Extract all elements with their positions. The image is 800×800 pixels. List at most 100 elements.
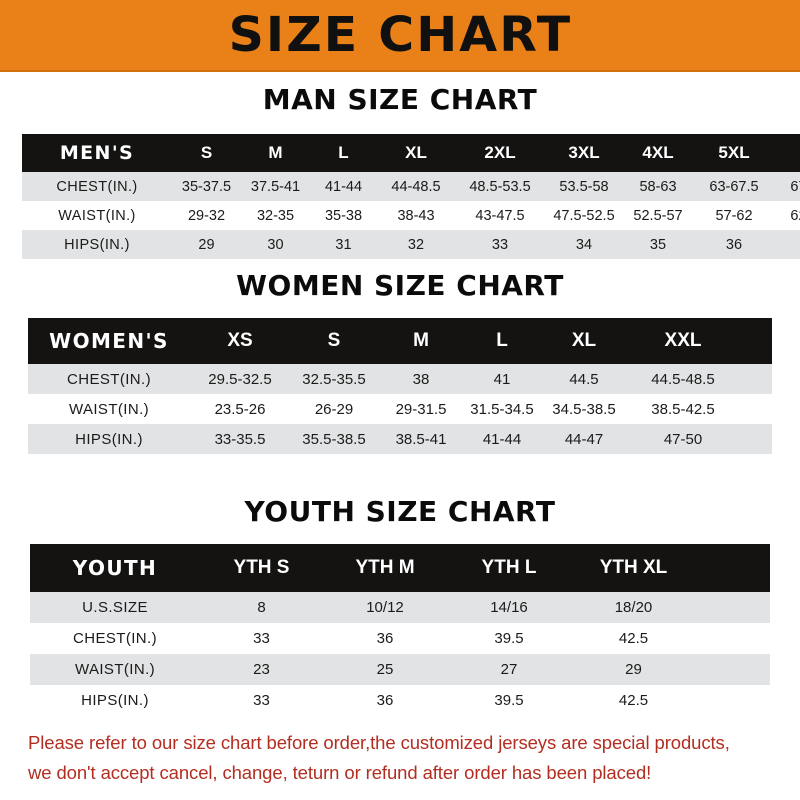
youth-header-col-0: YTH S bbox=[233, 557, 290, 578]
youth-cell-3-3: 42.5 bbox=[618, 692, 649, 709]
man-cell-1-0: 29-32 bbox=[187, 207, 226, 224]
youth-cell-0-3: 18/20 bbox=[614, 599, 653, 616]
man-header-col-4: 2XL bbox=[484, 143, 516, 162]
youth-header-col-1: YTH M bbox=[355, 557, 415, 578]
youth-row-1-label: CHEST(IN.) bbox=[73, 630, 157, 647]
youth-header-label: YOUTH bbox=[72, 556, 158, 580]
man-header-col-0: S bbox=[200, 143, 213, 162]
women-cell-2-6 bbox=[738, 424, 772, 454]
man-header-col-1: M bbox=[268, 143, 283, 162]
youth-row-3-label: HIPS(IN.) bbox=[81, 692, 149, 709]
women-size-table: WOMEN'S XS S M L XL XXL CHEST(IN.) 29.5-… bbox=[28, 318, 772, 454]
order-policy-note: Please refer to our size chart before or… bbox=[28, 728, 776, 788]
youth-cell-2-0: 23 bbox=[253, 661, 270, 678]
women-cell-2-4: 44-47 bbox=[564, 430, 604, 448]
women-section-heading: WOMEN SIZE CHART bbox=[236, 269, 564, 302]
youth-cell-1-3: 42.5 bbox=[618, 630, 649, 647]
order-policy-note-line-1: Please refer to our size chart before or… bbox=[28, 732, 730, 753]
women-cell-2-2: 38.5-41 bbox=[395, 430, 447, 448]
man-cell-1-3: 38-43 bbox=[397, 207, 435, 224]
women-cell-0-1: 32.5-35.5 bbox=[302, 370, 366, 388]
man-row-0-label: CHEST(IN.) bbox=[56, 178, 138, 195]
youth-row-0-label: U.S.SIZE bbox=[82, 599, 148, 616]
youth-cell-3-0: 33 bbox=[253, 692, 270, 709]
man-header-col-8: 6XL bbox=[775, 134, 800, 172]
women-cell-0-4: 44.5 bbox=[569, 370, 599, 388]
man-cell-1-4: 43-47.5 bbox=[475, 207, 525, 224]
man-cell-0-0: 35-37.5 bbox=[181, 178, 232, 195]
women-table-header-row: WOMEN'S XS S M L XL XXL bbox=[28, 318, 772, 364]
table-row: WAIST(IN.) 29-32 32-35 35-38 38-43 43-47… bbox=[22, 201, 800, 230]
table-row: HIPS(IN.) 33 36 39.5 42.5 bbox=[30, 685, 770, 716]
man-cell-2-0: 29 bbox=[198, 236, 215, 253]
man-row-1-label: WAIST(IN.) bbox=[58, 207, 136, 224]
women-cell-2-0: 33-35.5 bbox=[214, 430, 266, 448]
page-title: SIZE CHART bbox=[228, 7, 572, 63]
youth-row-2-label: WAIST(IN.) bbox=[74, 661, 156, 678]
man-cell-1-8: 62-66.5 bbox=[790, 207, 800, 224]
table-row: U.S.SIZE 8 10/12 14/16 18/20 bbox=[30, 592, 770, 623]
women-row-1-label: WAIST(IN.) bbox=[68, 400, 150, 418]
youth-cell-1-4 bbox=[696, 623, 733, 654]
youth-cell-0-0: 8 bbox=[257, 599, 266, 616]
youth-size-table: YOUTH YTH S YTH M YTH L YTH XL U.S.SIZE … bbox=[30, 544, 770, 716]
women-header-col-5: XXL bbox=[664, 330, 702, 351]
man-cell-2-4: 33 bbox=[491, 236, 509, 253]
man-header-col-6: 4XL bbox=[642, 143, 674, 162]
man-section-heading: MAN SIZE CHART bbox=[262, 83, 538, 116]
page-banner: SIZE CHART bbox=[0, 0, 800, 72]
order-policy-note-line-2: we don't accept cancel, change, teturn o… bbox=[28, 762, 652, 783]
youth-section-heading: YOUTH SIZE CHART bbox=[244, 495, 556, 528]
man-row-2-label: HIPS(IN.) bbox=[64, 236, 130, 253]
women-cell-0-0: 29.5-32.5 bbox=[208, 370, 272, 388]
man-cell-0-8: 67.5-72 bbox=[790, 178, 800, 195]
women-header-col-3: L bbox=[496, 330, 508, 351]
table-row: CHEST(IN.) 33 36 39.5 42.5 bbox=[30, 623, 770, 654]
table-row: CHEST(IN.) 29.5-32.5 32.5-35.5 38 41 44.… bbox=[28, 364, 772, 394]
man-header-col-5: 3XL bbox=[568, 143, 600, 162]
table-row: CHEST(IN.) 35-37.5 37.5-41 41-44 44-48.5… bbox=[22, 172, 800, 201]
women-cell-1-0: 23.5-26 bbox=[214, 400, 266, 418]
youth-cell-2-2: 27 bbox=[500, 661, 518, 678]
man-cell-2-8: 37 bbox=[775, 230, 800, 259]
women-cell-1-5: 38.5-42.5 bbox=[651, 400, 715, 418]
man-cell-0-5: 53.5-58 bbox=[559, 178, 609, 195]
man-cell-0-1: 37.5-41 bbox=[250, 178, 301, 195]
women-cell-1-4: 34.5-38.5 bbox=[552, 400, 616, 418]
man-cell-2-6: 35 bbox=[649, 236, 667, 253]
youth-cell-2-1: 25 bbox=[376, 661, 394, 678]
man-cell-2-3: 32 bbox=[407, 236, 425, 253]
youth-cell-1-1: 36 bbox=[376, 630, 394, 647]
youth-cell-2-4 bbox=[696, 654, 733, 685]
youth-table-header-row: YOUTH YTH S YTH M YTH L YTH XL bbox=[30, 544, 770, 592]
women-cell-0-2: 38 bbox=[412, 370, 430, 388]
man-cell-0-3: 44-48.5 bbox=[391, 178, 441, 195]
youth-header-col-2: YTH L bbox=[481, 557, 537, 578]
man-header-col-3: XL bbox=[405, 143, 427, 162]
man-cell-0-2: 41-44 bbox=[324, 178, 363, 195]
table-row: WAIST(IN.) 23 25 27 29 bbox=[30, 654, 770, 685]
youth-cell-3-2: 39.5 bbox=[494, 692, 524, 709]
man-cell-1-7: 57-62 bbox=[715, 207, 753, 224]
women-cell-1-2: 29-31.5 bbox=[395, 400, 447, 418]
man-cell-0-7: 63-67.5 bbox=[709, 178, 759, 195]
man-cell-0-4: 48.5-53.5 bbox=[469, 178, 531, 195]
youth-cell-1-5 bbox=[733, 623, 770, 654]
man-table-header-row: MEN'S S M L XL 2XL 3XL 4XL 5XL 6XL bbox=[22, 134, 800, 172]
youth-cell-3-5 bbox=[733, 685, 770, 716]
youth-cell-3-4 bbox=[696, 685, 733, 716]
man-cell-2-7: 36 bbox=[725, 236, 743, 253]
youth-cell-3-1: 36 bbox=[376, 692, 394, 709]
youth-cell-0-4 bbox=[696, 592, 733, 623]
man-cell-0-6: 58-63 bbox=[639, 178, 677, 195]
women-header-col-2: M bbox=[413, 330, 429, 351]
man-cell-1-2: 35-38 bbox=[324, 207, 363, 224]
women-header-col-6 bbox=[738, 318, 772, 364]
women-cell-2-5: 47-50 bbox=[663, 430, 703, 448]
youth-cell-2-5 bbox=[733, 654, 770, 685]
table-row: WAIST(IN.) 23.5-26 26-29 29-31.5 31.5-34… bbox=[28, 394, 772, 424]
man-cell-2-1: 30 bbox=[267, 236, 284, 253]
man-size-table: MEN'S S M L XL 2XL 3XL 4XL 5XL 6XL CHEST… bbox=[22, 134, 800, 259]
women-row-2-label: HIPS(IN.) bbox=[75, 430, 143, 448]
youth-cell-0-5 bbox=[733, 592, 770, 623]
